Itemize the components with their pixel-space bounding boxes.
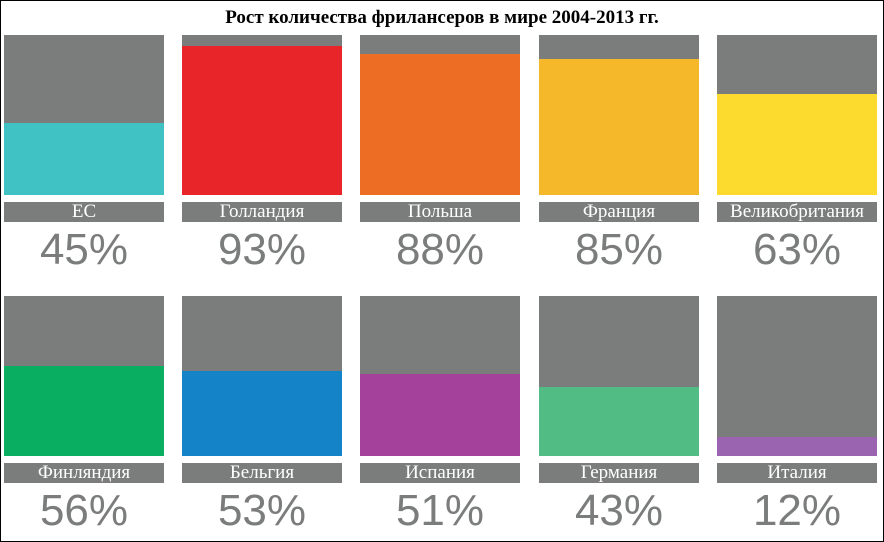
category-label: Испания <box>360 463 520 483</box>
category-label: Великобритания <box>717 202 877 222</box>
category-label: Бельгия <box>182 463 342 483</box>
bar-track <box>360 35 520 195</box>
bar <box>360 54 520 195</box>
bar <box>539 387 699 456</box>
bar-track <box>539 35 699 195</box>
category-label: Голландия <box>182 202 342 222</box>
value-label: 12% <box>752 486 842 535</box>
category-label: Германия <box>539 463 699 483</box>
value-label: 45% <box>39 225 129 274</box>
bar <box>182 46 342 195</box>
bar-track <box>4 296 164 456</box>
value-label: 63% <box>752 225 842 274</box>
value-label: 53% <box>217 486 307 535</box>
value-label: 93% <box>217 225 307 274</box>
bar-track <box>539 296 699 456</box>
value-label: 51% <box>395 486 485 535</box>
bar-track <box>717 296 877 456</box>
bar <box>4 366 164 456</box>
bar <box>182 371 342 456</box>
bar <box>360 374 520 456</box>
value-label: 85% <box>574 225 664 274</box>
chart-title: Рост количества фрилансеров в мире 2004-… <box>225 7 659 28</box>
bar-track <box>182 35 342 195</box>
bar-track <box>182 296 342 456</box>
category-label: Польша <box>360 202 520 222</box>
bar-track <box>360 296 520 456</box>
category-label: Италия <box>717 463 877 483</box>
bar <box>539 59 699 195</box>
bar <box>4 123 164 195</box>
bar <box>717 94 877 195</box>
bar-track <box>717 35 877 195</box>
bar <box>717 437 877 456</box>
category-label: ЕС <box>4 202 164 222</box>
category-label: Финляндия <box>4 463 164 483</box>
value-label: 88% <box>395 225 485 274</box>
value-label: 43% <box>574 486 664 535</box>
bar-track <box>4 35 164 195</box>
value-label: 56% <box>39 486 129 535</box>
category-label: Франция <box>539 202 699 222</box>
